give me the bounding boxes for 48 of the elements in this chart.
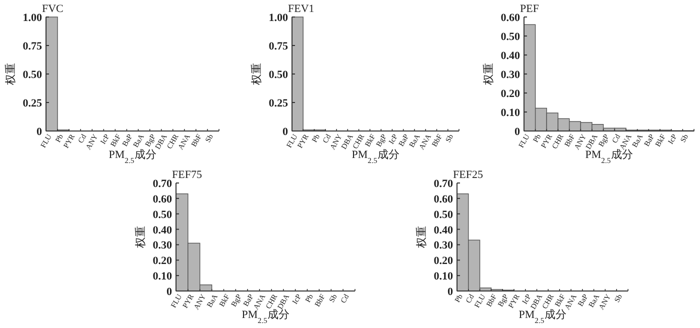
chart-title: FVC: [42, 3, 64, 15]
x-axis-title: PM$_{2.5}$成分: [585, 148, 633, 164]
y-tick-label: 0.10: [434, 270, 454, 283]
y-axis-title: 权重: [134, 226, 147, 249]
chart-title: FEV1: [288, 3, 314, 15]
y-tick-label: 0: [166, 286, 172, 298]
y-tick-label: 0: [514, 126, 520, 138]
x-axis-title: PM$_{2.5}$成分: [108, 148, 156, 164]
x-axis-title: PM$_{2.5}$成分: [518, 308, 566, 324]
y-tick-label: 0.70: [434, 178, 454, 190]
y-tick-label: 0.30: [500, 69, 520, 81]
y-tick-label: 0.50: [434, 208, 454, 221]
y-axis-title: 权重: [482, 63, 495, 86]
y-tick-label: 0.25: [268, 98, 288, 110]
y-tick-label: 0.50: [152, 208, 172, 221]
y-tick-label: 1.00: [22, 12, 42, 24]
y-axis-title: 权重: [250, 63, 263, 86]
y-tick-label: 0.10: [152, 270, 172, 283]
y-tick-label: 0.40: [434, 224, 454, 236]
y-tick-label: 1.00: [268, 12, 288, 24]
y-tick-label: 0: [282, 126, 288, 138]
y-axis-title: 权重: [4, 63, 17, 86]
y-tick-label: 0.30: [434, 240, 454, 252]
y-tick-label: 0.75: [22, 40, 42, 52]
y-tick-label: 0.60: [500, 12, 520, 24]
x-axis-title: PM$_{2.5}$成分: [352, 148, 400, 164]
y-tick-label: 0.10: [500, 107, 520, 119]
chart-title: FEF25: [453, 169, 484, 181]
y-tick-label: 0.40: [500, 50, 520, 62]
y-tick-label: 0.50: [500, 31, 520, 43]
y-tick-label: 0.75: [268, 40, 288, 52]
y-tick-label: 0.50: [268, 69, 288, 81]
y-tick-label: 0.60: [152, 193, 172, 206]
y-axis-title: 权重: [415, 226, 428, 249]
y-tick-label: 0.20: [152, 255, 172, 268]
y-tick-label: 0.20: [500, 88, 520, 100]
y-tick-label: 0.70: [152, 178, 172, 190]
chart-title: FEF75: [172, 169, 202, 181]
chart-title: PEF: [520, 3, 539, 15]
y-tick-label: 0: [448, 286, 454, 298]
y-tick-label: 0.40: [152, 224, 172, 236]
y-tick-label: 0.60: [434, 193, 454, 206]
y-tick-label: 0.25: [22, 98, 42, 110]
y-tick-label: 0.30: [152, 240, 172, 252]
x-axis-title: PM$_{2.5}$成分: [242, 308, 290, 324]
y-tick-label: 0.20: [434, 255, 454, 268]
y-tick-label: 0.50: [22, 69, 42, 81]
y-tick-label: 0: [36, 126, 42, 138]
